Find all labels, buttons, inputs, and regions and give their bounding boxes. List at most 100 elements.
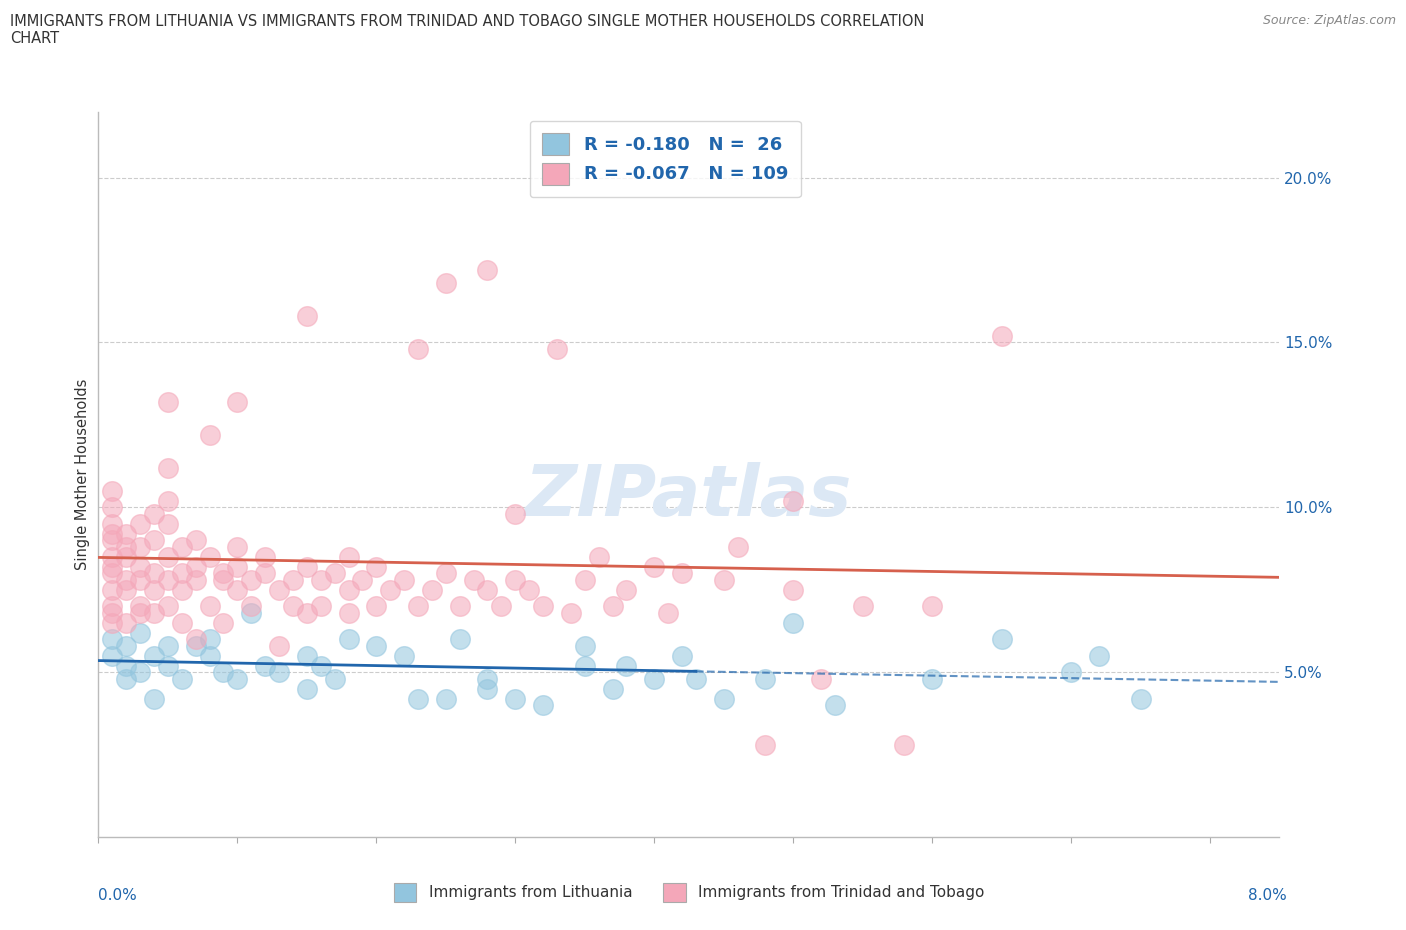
Point bbox=[101, 550, 124, 565]
Point bbox=[434, 275, 457, 290]
Point bbox=[337, 631, 360, 646]
Point bbox=[101, 631, 124, 646]
Point bbox=[129, 665, 152, 680]
Point bbox=[115, 572, 138, 587]
Point bbox=[115, 616, 138, 631]
Legend: Immigrants from Lithuania, Immigrants from Trinidad and Tobago: Immigrants from Lithuania, Immigrants fr… bbox=[385, 875, 993, 910]
Point bbox=[366, 599, 388, 614]
Point bbox=[101, 559, 124, 574]
Point bbox=[517, 582, 540, 597]
Point bbox=[921, 671, 943, 686]
Point bbox=[754, 737, 776, 752]
Point bbox=[420, 582, 443, 597]
Point bbox=[921, 599, 943, 614]
Point bbox=[295, 681, 318, 696]
Point bbox=[574, 572, 596, 587]
Point bbox=[491, 599, 513, 614]
Point bbox=[1129, 691, 1152, 706]
Point bbox=[602, 681, 624, 696]
Point bbox=[546, 341, 568, 356]
Point bbox=[503, 507, 526, 522]
Point bbox=[143, 507, 166, 522]
Point bbox=[115, 582, 138, 597]
Point bbox=[267, 638, 290, 653]
Point bbox=[156, 658, 179, 673]
Point bbox=[392, 572, 415, 587]
Point bbox=[129, 539, 152, 554]
Point bbox=[380, 582, 402, 597]
Point bbox=[156, 394, 179, 409]
Point bbox=[170, 582, 193, 597]
Point bbox=[240, 572, 263, 587]
Point bbox=[267, 665, 290, 680]
Point bbox=[782, 582, 804, 597]
Point bbox=[156, 599, 179, 614]
Point bbox=[574, 658, 596, 673]
Point bbox=[337, 605, 360, 620]
Point bbox=[212, 665, 235, 680]
Point bbox=[254, 565, 277, 580]
Point bbox=[643, 671, 665, 686]
Point bbox=[463, 572, 485, 587]
Point bbox=[129, 559, 152, 574]
Point bbox=[226, 559, 249, 574]
Text: 8.0%: 8.0% bbox=[1247, 888, 1286, 903]
Point bbox=[503, 572, 526, 587]
Point bbox=[129, 516, 152, 531]
Point bbox=[560, 605, 582, 620]
Point bbox=[990, 328, 1012, 343]
Point bbox=[129, 605, 152, 620]
Y-axis label: Single Mother Households: Single Mother Households bbox=[75, 379, 90, 570]
Point bbox=[406, 599, 429, 614]
Point bbox=[115, 638, 138, 653]
Point bbox=[143, 605, 166, 620]
Point bbox=[852, 599, 875, 614]
Point bbox=[170, 616, 193, 631]
Point bbox=[713, 691, 735, 706]
Point bbox=[212, 572, 235, 587]
Point bbox=[671, 648, 693, 663]
Point bbox=[115, 658, 138, 673]
Point bbox=[616, 582, 638, 597]
Point bbox=[295, 559, 318, 574]
Point bbox=[198, 631, 221, 646]
Point bbox=[212, 565, 235, 580]
Point bbox=[477, 582, 499, 597]
Point bbox=[449, 631, 471, 646]
Point bbox=[198, 550, 221, 565]
Point bbox=[531, 599, 554, 614]
Point bbox=[893, 737, 915, 752]
Point bbox=[727, 539, 749, 554]
Point bbox=[643, 559, 665, 574]
Point bbox=[782, 616, 804, 631]
Point bbox=[115, 526, 138, 541]
Point bbox=[143, 533, 166, 548]
Point bbox=[295, 309, 318, 324]
Point bbox=[184, 533, 207, 548]
Point bbox=[198, 427, 221, 442]
Point bbox=[309, 572, 332, 587]
Point bbox=[143, 582, 166, 597]
Point bbox=[281, 599, 304, 614]
Point bbox=[281, 572, 304, 587]
Point bbox=[685, 671, 707, 686]
Point bbox=[170, 671, 193, 686]
Point bbox=[309, 658, 332, 673]
Point bbox=[101, 599, 124, 614]
Point bbox=[267, 582, 290, 597]
Point bbox=[323, 565, 346, 580]
Point bbox=[434, 691, 457, 706]
Point bbox=[434, 565, 457, 580]
Point bbox=[824, 698, 846, 712]
Point bbox=[503, 691, 526, 706]
Point bbox=[101, 516, 124, 531]
Point bbox=[198, 648, 221, 663]
Point bbox=[531, 698, 554, 712]
Point bbox=[477, 681, 499, 696]
Point bbox=[143, 565, 166, 580]
Point bbox=[295, 605, 318, 620]
Point bbox=[101, 648, 124, 663]
Point bbox=[101, 582, 124, 597]
Point bbox=[184, 572, 207, 587]
Point bbox=[1088, 648, 1111, 663]
